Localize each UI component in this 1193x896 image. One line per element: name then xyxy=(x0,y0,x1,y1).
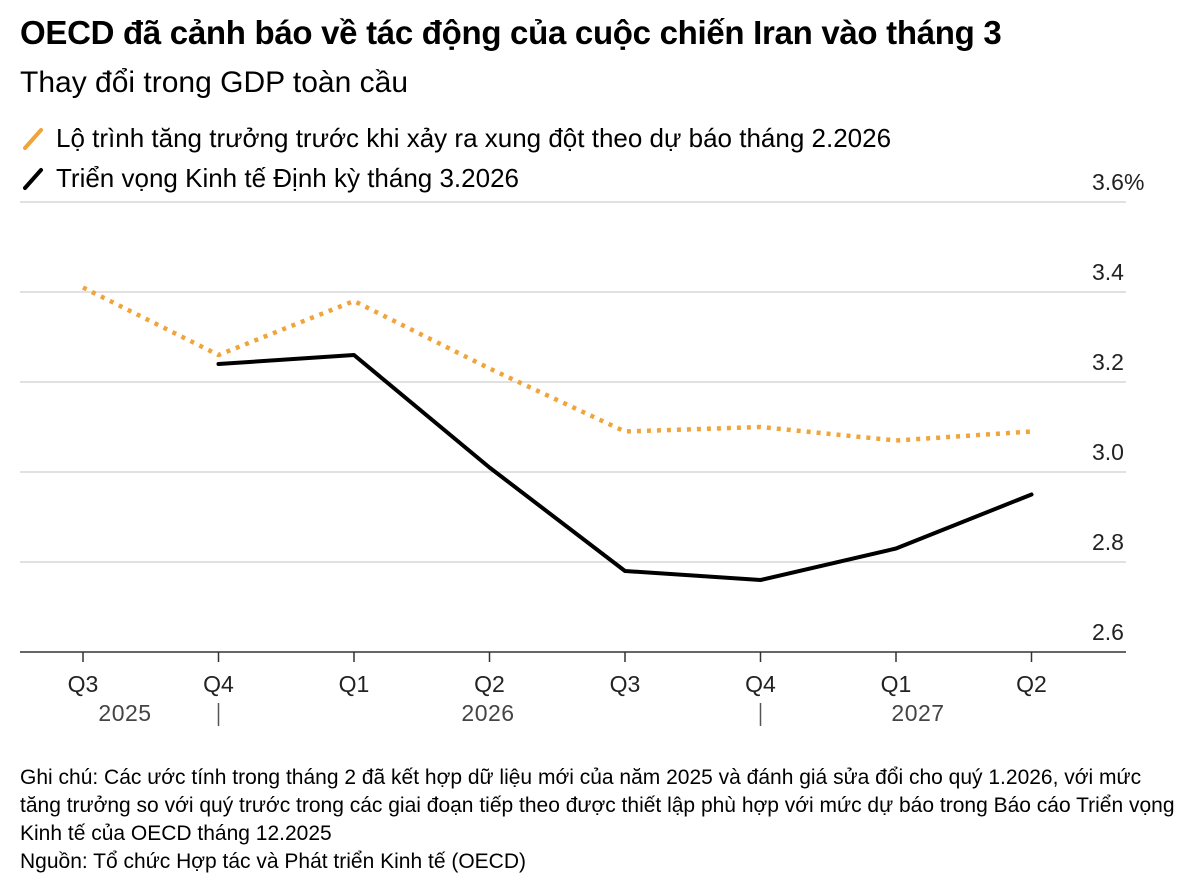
chart-subtitle: Thay đổi trong GDP toàn cầu xyxy=(20,66,409,99)
series-line-prewar xyxy=(81,285,1032,443)
year-label: 2025 xyxy=(98,700,151,726)
x-tick-label: Q4 xyxy=(745,671,776,697)
y-tick-label: 3.6% xyxy=(1092,169,1144,195)
x-tick-label: Q3 xyxy=(68,671,99,697)
year-label: 2027 xyxy=(891,700,944,726)
y-tick-label: 3.4 xyxy=(1092,259,1124,285)
legend-swatch-march-icon xyxy=(23,168,43,190)
footer-source: Nguồn: Tổ chức Hợp tác và Phát triển Kin… xyxy=(20,850,526,873)
x-tick-label: Q3 xyxy=(610,671,641,697)
legend-swatch-prewar-icon xyxy=(23,128,43,150)
chart-title: OECD đã cảnh báo về tác động của cuộc ch… xyxy=(20,14,1002,51)
x-tick-label: Q4 xyxy=(203,671,234,697)
x-tick-label: Q2 xyxy=(474,671,505,697)
y-tick-label: 3.0 xyxy=(1092,439,1124,465)
y-tick-label: 3.2 xyxy=(1092,349,1124,375)
footer-note: Ghi chú: Các ước tính trong tháng 2 đã k… xyxy=(20,766,1175,845)
legend: Lộ trình tăng trưởng trước khi xảy ra xu… xyxy=(20,118,891,198)
year-label: 2026 xyxy=(461,700,514,726)
legend-item-prewar: Lộ trình tăng trưởng trước khi xảy ra xu… xyxy=(20,118,891,158)
legend-item-march: Triển vọng Kinh tế Định kỳ tháng 3.2026 xyxy=(20,158,891,198)
legend-label-prewar: Lộ trình tăng trưởng trước khi xảy ra xu… xyxy=(56,122,892,153)
y-tick-label: 2.8 xyxy=(1092,529,1124,555)
x-tick-label: Q1 xyxy=(339,671,370,697)
x-tick-label: Q1 xyxy=(881,671,912,697)
footer: Ghi chú: Các ước tính trong tháng 2 đã k… xyxy=(20,764,1180,876)
series-line-march xyxy=(216,353,1034,582)
y-tick-label: 2.6 xyxy=(1092,619,1124,645)
legend-label-march: Triển vọng Kinh tế Định kỳ tháng 3.2026 xyxy=(56,162,519,193)
x-tick-label: Q2 xyxy=(1016,671,1047,697)
